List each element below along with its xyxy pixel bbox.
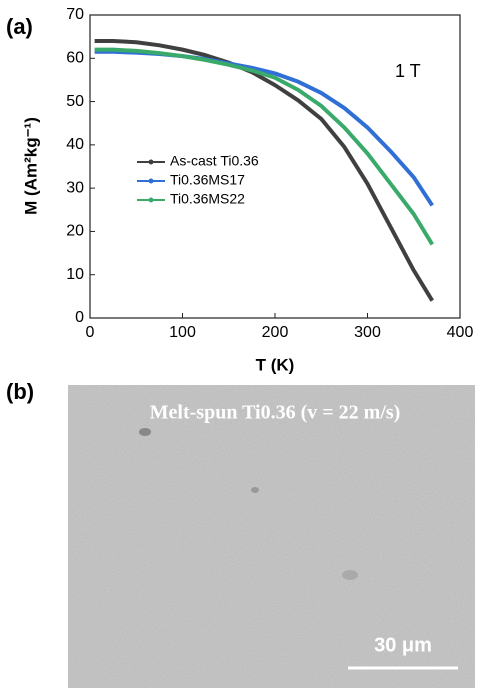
- scale-bar-label: 30 μm: [374, 634, 432, 656]
- x-tick-label: 300: [354, 324, 381, 341]
- sem-image: [68, 385, 475, 688]
- y-tick-label: 10: [66, 266, 84, 283]
- x-tick-label: 400: [447, 324, 474, 341]
- series-line: [94, 38, 434, 302]
- y-tick-label: 0: [75, 309, 84, 326]
- legend-marker: [148, 159, 154, 165]
- series-line: [94, 47, 434, 246]
- sem-feature: [342, 570, 358, 580]
- y-axis-label: M (Am²kg⁻¹): [21, 117, 40, 215]
- y-tick-label: 30: [66, 179, 84, 196]
- panel-label: (b): [6, 379, 34, 404]
- legend-label: Ti0.36MS22: [170, 191, 245, 207]
- x-tick-label: 100: [169, 324, 196, 341]
- y-tick-label: 60: [66, 50, 84, 67]
- annotation: 1 T: [395, 61, 421, 81]
- x-axis-label: T (K): [256, 355, 295, 374]
- sem-feature: [139, 428, 151, 436]
- image-caption: Melt-spun Ti0.36 (v = 22 m/s): [150, 402, 401, 424]
- sem-feature: [251, 487, 259, 493]
- y-tick-label: 50: [66, 93, 84, 110]
- legend-label: As-cast Ti0.36: [170, 153, 259, 169]
- legend-marker: [148, 197, 154, 203]
- legend-label: Ti0.36MS17: [170, 172, 245, 188]
- x-tick-label: 200: [262, 324, 289, 341]
- legend-marker: [148, 178, 154, 184]
- y-tick-label: 70: [66, 6, 84, 23]
- x-tick-label: 0: [86, 324, 95, 341]
- sem-background: [68, 385, 475, 688]
- panel-label: (a): [6, 14, 33, 39]
- y-tick-label: 40: [66, 136, 84, 153]
- y-tick-label: 20: [66, 223, 84, 240]
